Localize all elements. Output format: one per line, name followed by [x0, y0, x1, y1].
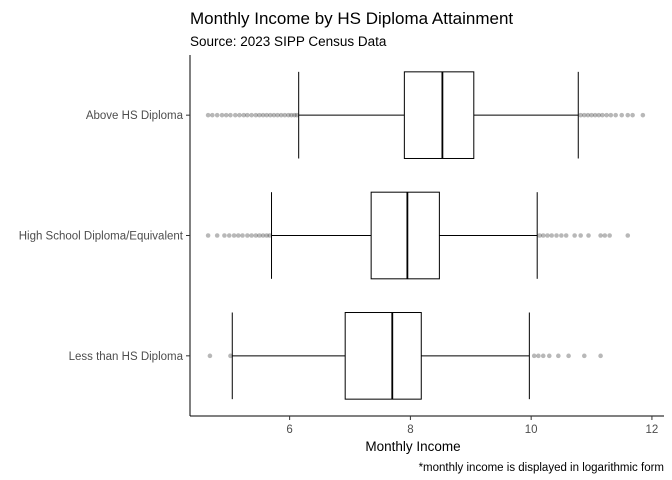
- outlier-point: [545, 233, 550, 238]
- outlier-point: [210, 112, 215, 118]
- x-axis-title: Monthly Income: [365, 439, 460, 454]
- outlier-point: [602, 233, 608, 238]
- outlier-point: [566, 353, 571, 359]
- outlier-point: [260, 233, 266, 238]
- outlier-point: [232, 112, 238, 118]
- outlier-point: [222, 233, 227, 238]
- outlier-point: [619, 112, 625, 118]
- y-tick-label: Less than HS Diploma: [69, 351, 184, 363]
- outlier-point: [257, 112, 262, 118]
- outlier-point: [240, 233, 245, 238]
- outlier-point: [214, 112, 220, 118]
- outlier-point: [604, 112, 609, 118]
- outlier-point: [531, 353, 537, 359]
- outlier-point: [236, 233, 241, 238]
- iqr-box: [344, 312, 422, 400]
- y-tick-label: Above HS Diploma: [86, 110, 184, 122]
- outlier-point: [219, 112, 225, 118]
- outlier-point: [249, 112, 254, 118]
- outlier-point: [241, 112, 247, 118]
- outlier-point: [559, 233, 564, 238]
- outlier-point: [640, 112, 646, 118]
- outlier-point: [292, 112, 297, 118]
- plot-area: [205, 71, 646, 400]
- outlier-point: [607, 233, 612, 238]
- outlier-point: [214, 233, 220, 238]
- outlier-point: [563, 233, 569, 238]
- x-tick-label: 6: [286, 424, 292, 436]
- outlier-point: [226, 233, 232, 238]
- outlier-point: [578, 233, 583, 238]
- outlier-point: [228, 112, 233, 118]
- outlier-point: [268, 112, 273, 118]
- outlier-point: [581, 353, 587, 359]
- outlier-point: [546, 353, 552, 359]
- outlier-point: [223, 112, 229, 118]
- outlier-point: [585, 112, 591, 118]
- outlier-point: [537, 233, 542, 238]
- outlier-point: [572, 233, 577, 238]
- y-tick-label: High School Diploma/Equivalent: [19, 231, 184, 243]
- outlier-point: [294, 112, 300, 118]
- outlier-point: [271, 112, 277, 118]
- outlier-point: [257, 233, 262, 238]
- chart-title: Monthly Income by HS Diploma Attainment: [190, 9, 513, 28]
- box-group: [207, 312, 603, 400]
- outlier-point: [630, 112, 635, 118]
- chart-caption: *monthly income is displayed in logarith…: [419, 462, 664, 474]
- x-axis-ticks: 6 8 10 12: [286, 416, 658, 436]
- outlier-point: [289, 112, 294, 118]
- outlier-point: [228, 353, 233, 359]
- outlier-point: [625, 112, 631, 118]
- outlier-point: [613, 112, 618, 118]
- outlier-point: [625, 233, 631, 238]
- outlier-point: [205, 112, 211, 118]
- outlier-point: [556, 353, 561, 359]
- outlier-point: [278, 112, 284, 118]
- outlier-point: [578, 112, 583, 118]
- outlier-point: [231, 233, 237, 238]
- outlier-point: [536, 353, 541, 359]
- outlier-point: [282, 112, 288, 118]
- x-tick-label: 12: [646, 424, 659, 436]
- outlier-point: [205, 233, 211, 238]
- outlier-point: [253, 233, 259, 238]
- chart-subtitle: Source: 2023 SIPP Census Data: [190, 34, 387, 49]
- outlier-point: [592, 112, 598, 118]
- outlier-point: [540, 233, 546, 238]
- outlier-point: [260, 112, 266, 118]
- outlier-point: [554, 233, 559, 238]
- box-group: [205, 191, 631, 280]
- outlier-point: [598, 233, 603, 238]
- outlier-point: [286, 112, 291, 118]
- outlier-point: [237, 112, 242, 118]
- y-axis-ticks: Above HS Diploma High School Diploma/Equi…: [19, 110, 190, 363]
- x-tick-label: 8: [407, 424, 413, 436]
- box-group: [205, 71, 646, 159]
- outlier-point: [608, 112, 614, 118]
- iqr-box: [370, 191, 440, 280]
- outlier-point: [253, 112, 259, 118]
- outlier-point: [249, 233, 254, 238]
- x-tick-label: 10: [525, 424, 538, 436]
- outlier-point: [600, 112, 605, 118]
- outlier-point: [275, 112, 280, 118]
- outlier-point: [596, 112, 602, 118]
- outlier-point: [267, 233, 273, 238]
- outlier-point: [264, 233, 269, 238]
- outlier-point: [589, 112, 594, 118]
- outlier-point: [245, 112, 250, 118]
- outlier-point: [586, 233, 591, 238]
- outlier-point: [598, 353, 603, 359]
- iqr-box: [403, 71, 475, 159]
- outlier-point: [540, 353, 546, 359]
- outlier-point: [207, 353, 213, 359]
- outlier-point: [549, 233, 554, 238]
- outlier-point: [264, 112, 269, 118]
- outlier-point: [245, 233, 250, 238]
- outlier-point: [581, 112, 587, 118]
